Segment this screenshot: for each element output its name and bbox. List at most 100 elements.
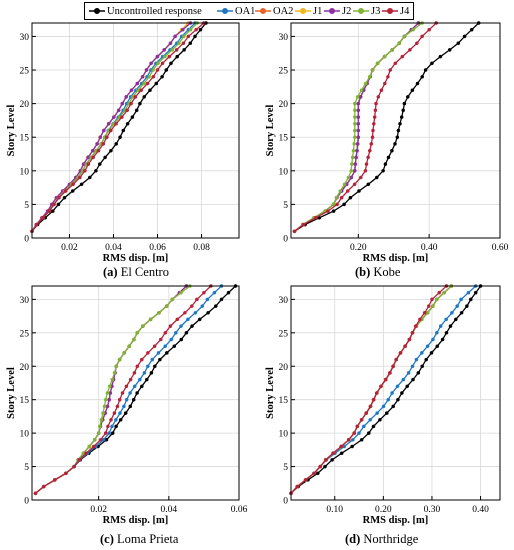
series-point [352,142,357,146]
y-tick-label: 20 [279,100,289,110]
legend-swatch-icon [295,8,311,14]
series-point [84,451,88,456]
series-point [103,431,108,435]
series-point [374,391,379,395]
x-tick-label: 0.04 [161,505,178,515]
series-point [420,364,425,369]
caption-letter: (d) [345,532,361,546]
series-point [422,310,427,315]
series-point [86,162,91,166]
series-point [83,168,87,173]
series-point [132,371,137,375]
series-point [202,290,206,295]
legend-swatch-marker [94,8,100,14]
y-tick-label: 10 [279,430,289,440]
series-point [301,222,306,227]
series-point [355,424,360,429]
series-point [371,122,376,126]
series-point [146,351,150,355]
series-point [303,478,308,482]
series-point [386,155,391,160]
series-point [125,108,129,113]
series-point [427,27,432,32]
series-point [226,290,231,295]
series-point [440,337,445,342]
series-point [174,48,179,52]
y-tick-label: 30 [20,296,30,306]
caption-letter: (b) [355,265,371,279]
series-point [124,397,129,402]
series-point [155,54,160,59]
series-point [395,135,400,139]
y-axis-label: Story Level [265,367,276,419]
chart-panel-3: 0.02 0.04 0.06 0 5 10 15 20 25 30 RMS disp. [m] Sto… [6,284,248,526]
series-point [136,88,140,92]
series-point [135,364,140,369]
series-point [410,364,415,369]
series-point [411,377,415,382]
series-point [355,95,360,99]
series-point [120,391,125,395]
series-point [386,397,391,402]
series-point [91,444,96,449]
y-tick-label: 15 [20,134,30,144]
y-axis-label: Story Level [6,367,17,419]
series-point [410,88,415,92]
legend-swatch-icon [255,8,271,14]
series-point [57,195,61,200]
series-point [86,155,90,160]
series-point [188,27,193,32]
series-point [160,61,165,66]
series-point [133,95,138,99]
series-point [102,128,106,133]
series-point [352,431,357,435]
series-point [430,297,434,302]
series-point [379,88,384,92]
series-point [419,351,424,355]
series-point [364,411,369,415]
series-point [52,202,56,207]
series-point [98,162,102,166]
x-axis-label: RMS disp. [m] [363,515,429,526]
caption-text: El Centro [120,265,169,279]
series-point [193,310,198,315]
series-point [388,68,393,72]
series-point [106,122,111,126]
series-point [114,364,118,369]
series-point [369,142,374,146]
y-tick-label: 5 [24,201,29,211]
series-point [393,61,398,66]
x-tick-label: 0.40 [472,505,489,515]
y-tick-label: 0 [283,235,288,245]
legend-label: OA2 [273,5,294,17]
series-point [415,81,420,86]
series-point [122,351,126,355]
caption-c: (c) Loma Prieta [100,532,178,547]
series-point [106,424,110,429]
x-tick-label: 0.08 [193,243,210,253]
series-point [398,351,403,355]
series-point [98,135,103,139]
series-point [435,344,440,349]
series-point [219,297,224,302]
series-point [379,384,383,389]
legend-item-j1: J1 [295,3,322,19]
series-point [121,128,126,133]
series-point [167,54,172,59]
series-point [368,404,373,409]
legend-label: J3 [371,5,381,17]
series-point [356,115,361,119]
x-axis-label: RMS disp. [m] [103,253,169,264]
series-point [145,81,150,86]
series-point [188,41,193,46]
series-point [375,411,379,415]
caption-b: (b) Kobe [355,265,400,280]
series-point [381,404,386,409]
y-tick-label: 10 [279,167,289,177]
series-point [431,337,435,342]
series-point [459,310,464,315]
x-tick-label: 0.40 [421,243,438,253]
caption-text: Northridge [363,532,419,546]
series-point [114,424,118,429]
series-point [359,437,364,442]
